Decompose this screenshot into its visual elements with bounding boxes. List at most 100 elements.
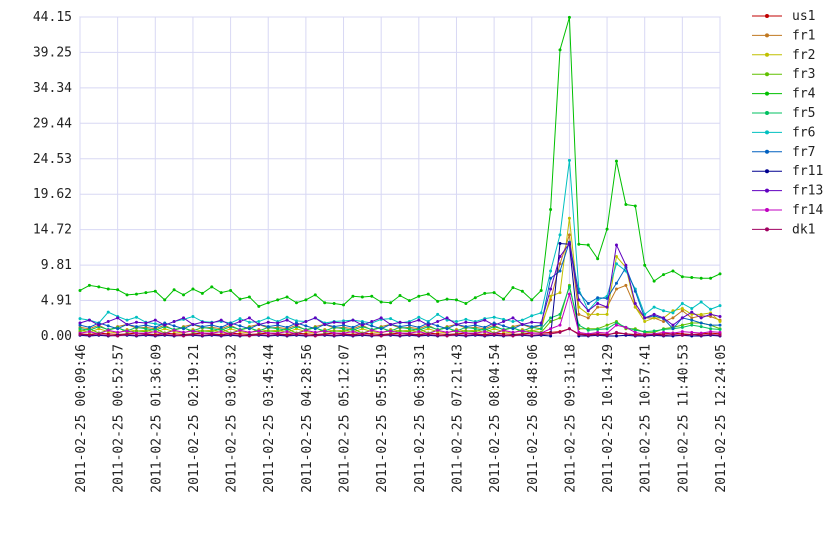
data-point	[643, 320, 647, 324]
series-line	[79, 241, 720, 330]
data-point	[229, 321, 233, 325]
data-point	[718, 333, 722, 337]
data-point	[200, 320, 204, 324]
series-line	[79, 234, 721, 331]
data-point	[596, 257, 600, 261]
data-point	[549, 320, 553, 324]
legend-label: fr14	[792, 203, 823, 218]
data-point	[473, 323, 477, 327]
y-tick-label: 9.81	[41, 258, 72, 273]
data-point	[464, 325, 468, 329]
data-point	[530, 314, 534, 318]
data-point	[78, 333, 82, 337]
data-point	[549, 327, 553, 331]
data-point	[577, 305, 581, 309]
data-point	[304, 333, 308, 337]
y-tick-label: 24.53	[33, 152, 72, 167]
data-point	[520, 329, 524, 333]
x-tick-label: 2011-02-25 00:09:46	[74, 344, 89, 493]
data-point	[238, 324, 242, 328]
data-point	[680, 301, 684, 305]
data-point	[294, 301, 298, 305]
data-point	[511, 334, 515, 338]
data-point	[285, 295, 289, 299]
data-point	[445, 316, 449, 320]
data-point	[219, 325, 223, 329]
data-point	[624, 325, 628, 329]
data-point	[351, 325, 355, 329]
data-point	[586, 243, 590, 247]
data-point	[370, 294, 374, 298]
data-point	[134, 325, 138, 329]
legend-label: fr13	[792, 184, 823, 199]
data-point	[445, 334, 449, 338]
data-point	[134, 329, 138, 333]
data-point	[266, 331, 270, 335]
data-point	[464, 331, 468, 335]
data-point	[125, 333, 129, 337]
data-point	[426, 321, 430, 325]
data-point	[492, 323, 496, 327]
x-tick-label: 2011-02-25 03:02:32	[225, 344, 240, 493]
data-point	[417, 315, 421, 319]
data-point	[709, 323, 713, 327]
data-point	[718, 323, 722, 327]
data-point	[219, 318, 223, 322]
data-point	[407, 299, 411, 303]
data-point	[624, 263, 628, 267]
data-point	[558, 316, 562, 320]
data-point	[671, 323, 675, 327]
data-point	[690, 323, 694, 327]
data-point	[558, 291, 562, 295]
data-point	[398, 294, 402, 298]
data-point	[78, 323, 82, 327]
data-point	[483, 291, 487, 295]
data-point	[285, 333, 289, 337]
data-point	[718, 320, 722, 324]
data-point	[614, 330, 618, 334]
data-point	[577, 312, 581, 316]
data-point	[454, 329, 458, 333]
data-point	[464, 320, 468, 324]
data-point	[285, 315, 289, 319]
data-point	[596, 333, 600, 337]
data-point	[680, 330, 684, 334]
data-point	[652, 305, 656, 309]
data-point	[558, 323, 562, 327]
data-point	[163, 333, 167, 337]
data-point	[530, 333, 534, 337]
y-tick-label: 39.25	[33, 45, 72, 60]
data-point	[680, 316, 684, 320]
data-point	[172, 333, 176, 337]
data-point	[417, 318, 421, 322]
data-point	[313, 293, 317, 297]
x-tick-label: 2011-02-25 06:38:31	[413, 344, 428, 493]
data-point	[558, 48, 562, 52]
data-point	[709, 276, 713, 280]
data-point	[605, 333, 609, 337]
data-point	[97, 323, 101, 327]
data-point	[417, 325, 421, 329]
data-point	[134, 320, 138, 324]
data-point	[473, 327, 477, 331]
data-point	[200, 331, 204, 335]
data-point	[539, 327, 543, 331]
data-point	[97, 321, 101, 325]
data-point	[614, 159, 618, 163]
data-point	[134, 331, 138, 335]
data-point	[407, 321, 411, 325]
data-point	[87, 318, 91, 322]
data-point	[624, 202, 628, 206]
data-point	[492, 291, 496, 295]
data-point	[247, 330, 251, 334]
legend-label: fr5	[792, 106, 815, 121]
data-point	[134, 333, 138, 337]
data-point	[351, 330, 355, 334]
data-point	[257, 320, 261, 324]
x-tick-label: 2011-02-25 10:57:41	[639, 344, 654, 493]
data-point	[662, 320, 666, 324]
data-point	[276, 327, 280, 331]
data-point	[360, 327, 364, 331]
data-point	[614, 334, 618, 338]
data-point	[247, 295, 251, 299]
